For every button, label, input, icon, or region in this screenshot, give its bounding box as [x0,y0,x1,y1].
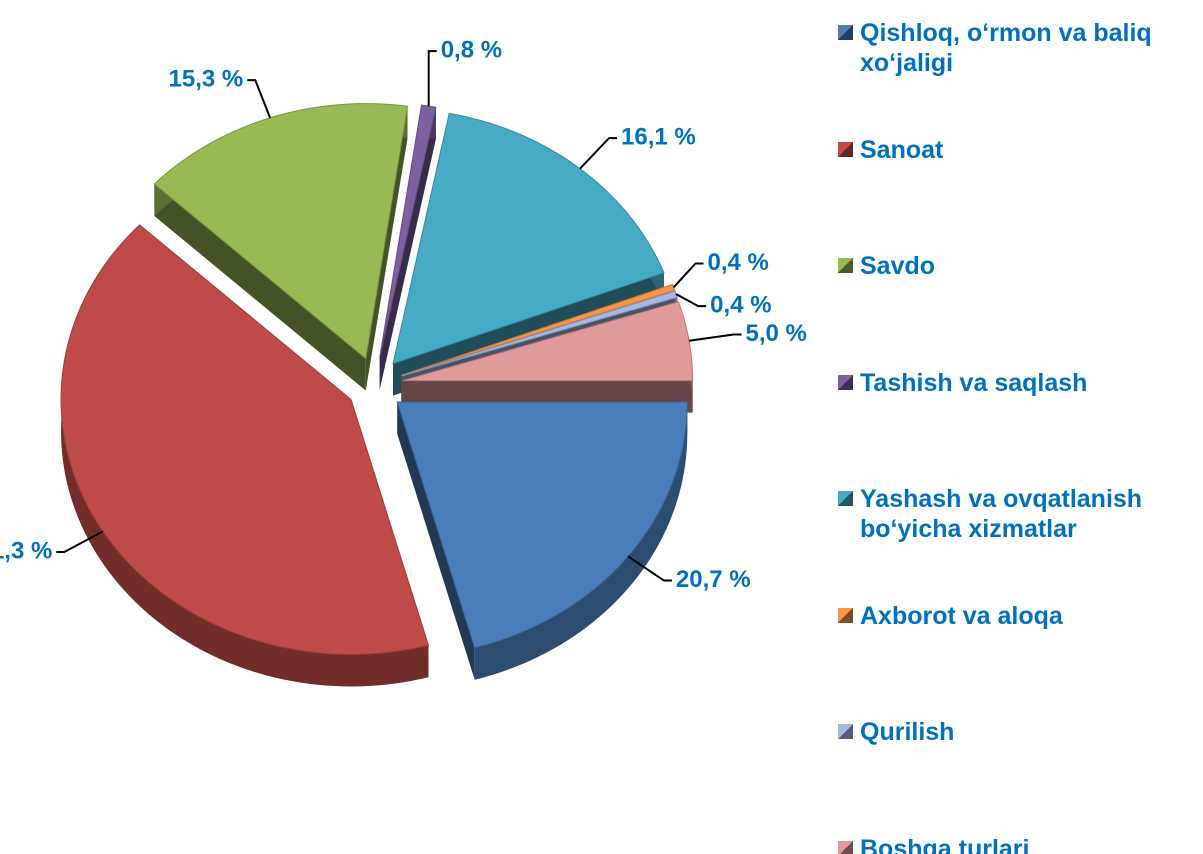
data-label: 0,4 % [708,249,769,276]
data-label: 20,7 % [676,566,751,593]
legend-item: Savdo [838,251,1200,281]
data-label: 0,4 % [710,292,771,319]
leader-line [56,530,104,554]
leader-line [672,262,704,289]
legend-swatch [838,724,853,739]
legend-item: Sanoat [838,135,1200,165]
slice-wall [397,401,475,680]
slice-wall [365,106,408,391]
legend-label: Sanoat [860,135,944,164]
slice [379,104,437,358]
legend-label: Boshqa turlari [860,834,1030,854]
slice [392,112,665,365]
legend-swatch [838,141,853,157]
legend-label: Tashish va saqlash [860,368,1088,397]
legend-swatch [838,840,853,854]
legend-label: Savdo [860,252,936,280]
pie-area: 20,7 %41,3 %15,3 %0,8 %16,1 %0,4 %0,4 %5… [0,36,807,687]
legend-label: Yashash va ovqatlanish bo‘yicha xizmatla… [860,485,1143,543]
leader-line [675,293,707,308]
legend-label: Qishloq, o‘rmon va baliq xo‘jaligi [860,19,1152,77]
slice [401,290,678,377]
data-label: 15,3 % [169,65,244,92]
legend-swatch [838,491,853,506]
slice [396,401,688,649]
legend-item: Tashish va saqlash [838,368,1200,398]
legend-swatch [838,607,853,623]
legend-swatch [838,374,853,390]
leader-line [627,555,672,582]
slice [401,283,676,376]
slice [60,224,430,655]
legend-item: Qurilish [838,717,1200,747]
slice-wall [154,184,366,391]
data-label: 16,1 % [621,123,696,150]
slice-side [474,401,688,680]
leader-line [688,333,742,342]
slice-wall [379,107,436,390]
leader-line [427,50,437,107]
legend-swatch [838,258,853,273]
data-label: 0,8 % [441,36,502,63]
legend-swatch [838,25,853,40]
leader-line [247,79,272,119]
legend-item: Axborot va aloqa [838,601,1200,631]
legend-item: Yashash va ovqatlanish bo‘yicha xizmatla… [838,484,1200,544]
legend-item: Boshqa turlari [838,834,1200,854]
slice [402,301,694,382]
data-label: 5,0 % [746,320,807,347]
legend-item: Qishloq, o‘rmon va baliq xo‘jaligi [838,18,1200,78]
legend-label: Axborot va aloqa [860,601,1063,630]
slice [153,103,409,360]
leader-line [579,137,618,170]
legend-label: Qurilish [860,718,955,746]
data-label: 41,3 % [0,537,52,564]
